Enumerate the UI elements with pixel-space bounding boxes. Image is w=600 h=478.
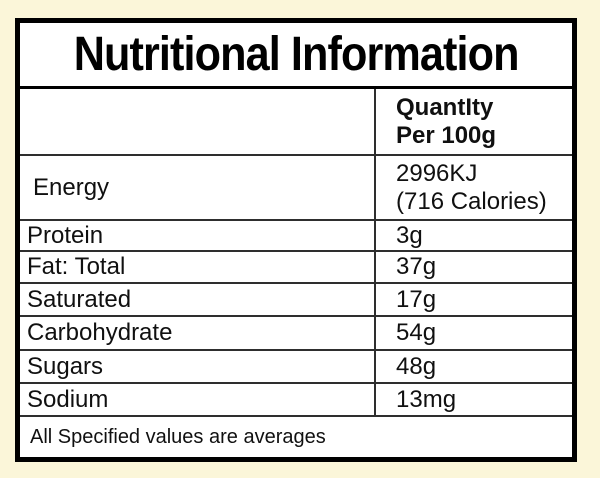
header-quantity-line2: Per 100g bbox=[396, 121, 497, 149]
row-label: Fat: Total bbox=[27, 253, 126, 280]
header-empty-cell bbox=[20, 89, 374, 154]
energy-value-line1: 2996KJ bbox=[396, 159, 478, 187]
header-quantity-line1: QuantIty bbox=[396, 93, 494, 121]
table-header-row: QuantIty Per 100g bbox=[20, 89, 572, 156]
row-value: 3g bbox=[374, 221, 572, 250]
label-title-text: Nutritional Information bbox=[73, 28, 520, 81]
row-value: 2996KJ (716 Calories) bbox=[374, 156, 572, 219]
row-label: Protein bbox=[27, 221, 104, 249]
energy-value-line2: (716 Calories) bbox=[396, 187, 547, 215]
row-value: 13mg bbox=[374, 384, 572, 415]
footer-note: All Specified values are averages bbox=[30, 425, 326, 448]
row-value: 54g bbox=[374, 317, 572, 349]
row-label: Saturated bbox=[27, 285, 132, 313]
table-row-fat-total: Fat: Total 37g bbox=[20, 252, 572, 284]
table-row-carbohydrate: Carbohydrate 54g bbox=[20, 317, 572, 351]
row-label: Sugars bbox=[27, 352, 104, 380]
table-row-sugars: Sugars 48g bbox=[20, 351, 572, 384]
row-label: Energy bbox=[33, 173, 110, 201]
table-row-energy: Energy 2996KJ (716 Calories) bbox=[20, 156, 572, 221]
row-value: 17g bbox=[374, 284, 572, 315]
row-label: Carbohydrate bbox=[27, 319, 173, 346]
table-row-protein: Protein 3g bbox=[20, 221, 572, 252]
table-row-sodium: Sodium 13mg bbox=[20, 384, 572, 417]
row-label: Sodium bbox=[27, 385, 109, 413]
table-row-saturated: Saturated 17g bbox=[20, 284, 572, 317]
header-quantity-cell: QuantIty Per 100g bbox=[374, 89, 572, 154]
row-value: 37g bbox=[374, 252, 572, 282]
nutrition-label: Nutritional Information QuantIty Per 100… bbox=[15, 18, 577, 462]
row-value: 48g bbox=[374, 351, 572, 382]
label-title: Nutritional Information bbox=[20, 23, 572, 89]
